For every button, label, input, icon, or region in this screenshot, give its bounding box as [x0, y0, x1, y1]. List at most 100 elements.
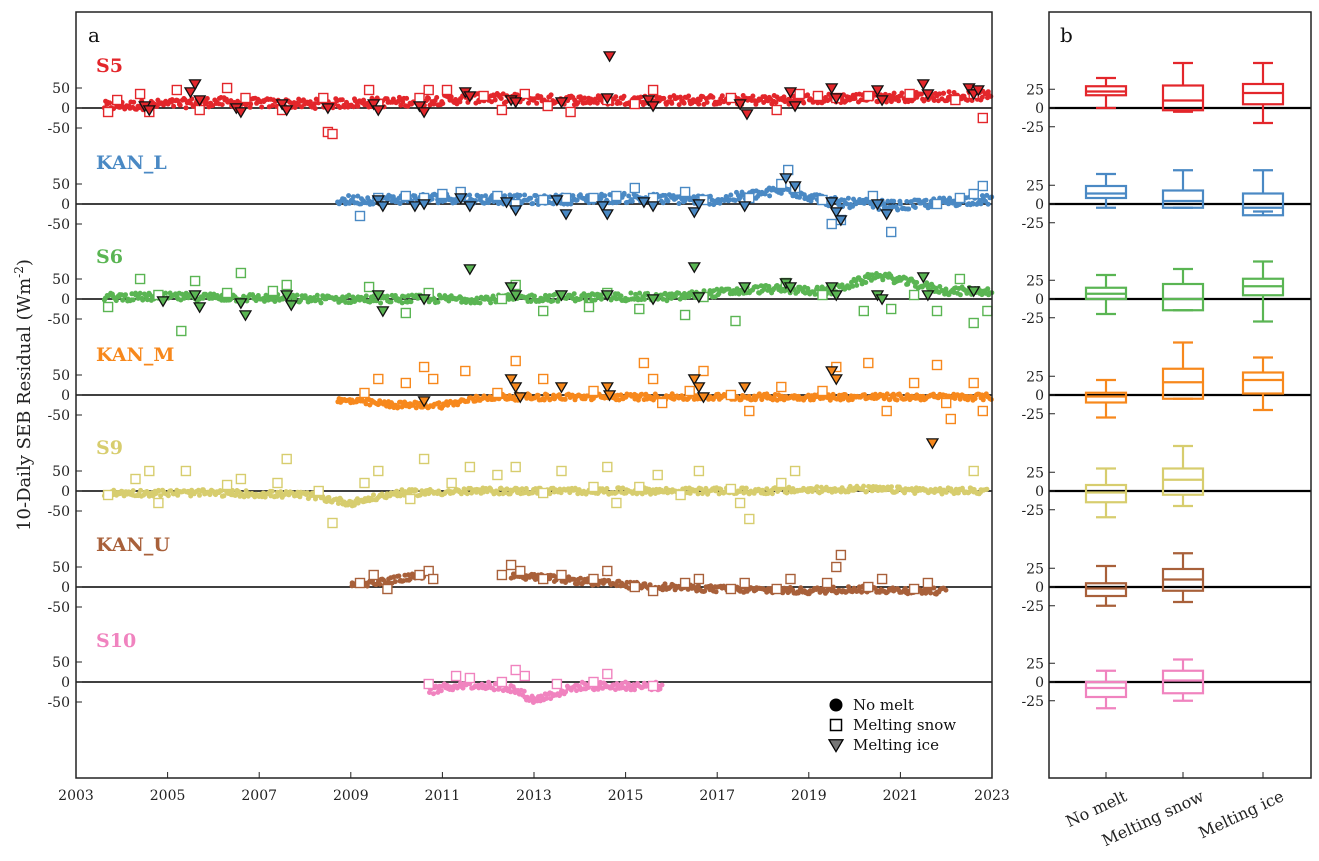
no-melt-point-s6: [477, 300, 483, 306]
no-melt-point-s9: [847, 483, 853, 489]
melting-ice-point-kan-l: [788, 181, 802, 193]
melting-snow-point-kan-m: [863, 357, 874, 369]
melting-snow-point-s10: [496, 676, 508, 688]
melting-snow-point-kan-m: [941, 397, 952, 409]
no-melt-point-s5: [434, 95, 440, 100]
no-melt-point-s10: [657, 686, 663, 692]
no-melt-point-s6: [140, 297, 146, 303]
melting-snow-point-kan-u: [835, 549, 847, 561]
melting-ice-point-s6: [687, 262, 701, 274]
box-iqr: [1084, 391, 1128, 404]
melting-snow-point-s10: [423, 678, 434, 690]
no-melt-point-kan-l: [660, 200, 666, 206]
no-melt-point-s5: [171, 103, 177, 109]
no-melt-point-s9: [335, 501, 341, 506]
box-y-tick-label-s6-0: 25: [1026, 273, 1044, 289]
no-melt-point-kan-l: [797, 194, 802, 200]
y-tick-label-s9-1: 0: [61, 484, 70, 500]
no-melt-point-kan-l: [662, 193, 668, 198]
melting-snow-point-kan-l: [538, 194, 549, 206]
melting-ice-point-s5: [193, 95, 207, 107]
no-melt-point-kan-l: [479, 194, 485, 199]
no-melt-point-kan-l: [502, 193, 508, 199]
no-melt-point-s5: [337, 105, 343, 110]
station-label-kan-u: KAN_U: [96, 534, 170, 556]
station-kan-m-series: [335, 355, 994, 450]
no-melt-point-s6: [850, 283, 856, 289]
station-s6-series: [101, 262, 995, 337]
box-iqr: [1084, 680, 1128, 699]
no-melt-point-s6: [446, 298, 452, 304]
melting-ice-point-kan-m: [513, 392, 527, 404]
melting-snow-point-s6: [583, 301, 595, 313]
melting-snow-point-s6: [982, 305, 993, 317]
melting-ice-point-kan-l: [408, 201, 422, 213]
no-melt-point-kan-l: [350, 194, 356, 200]
box-iqr: [1084, 184, 1128, 200]
box-iqr: [1161, 467, 1205, 496]
no-melt-point-s5: [219, 102, 225, 108]
no-melt-point-s5: [594, 100, 600, 106]
no-melt-point-s10: [659, 682, 665, 688]
y-tick-label-s10-1: 0: [61, 675, 70, 691]
y-tick-label-s5-0: 50: [52, 81, 70, 97]
melting-snow-point-s5: [478, 90, 489, 102]
no-melt-point-s9: [943, 489, 949, 495]
melting-snow-point-s9: [405, 493, 416, 505]
no-melt-point-s6: [435, 299, 441, 305]
no-melt-point-s5: [183, 105, 189, 111]
melting-ice-point-kan-l: [499, 197, 514, 209]
melting-ice-point-kan-l: [637, 197, 651, 209]
box-kan-l-melting-ice: [1241, 169, 1285, 217]
station-s9-series: [101, 453, 990, 529]
melting-ice-point-s5: [600, 93, 614, 105]
station-label-s6: S6: [96, 246, 123, 268]
melting-ice-point-s6: [921, 290, 935, 302]
melting-ice-point-kan-m: [417, 396, 431, 408]
melting-snow-point-kan-m: [359, 387, 370, 399]
melting-snow-point-s9: [734, 497, 746, 509]
x-tick-label-2013: 2013: [516, 788, 552, 804]
station-kan-l-series: [335, 164, 995, 238]
y-tick-label-kan-u-1: 0: [61, 580, 70, 596]
melting-snow-point-s6: [102, 301, 114, 313]
melting-ice-point-kan-m: [509, 382, 523, 394]
no-melt-point-s5: [918, 91, 924, 97]
melting-ice-point-kan-m: [829, 374, 843, 386]
y-tick-label-s10-0: 50: [52, 655, 70, 671]
box-y-tick-label-kan-m-0: 25: [1026, 369, 1044, 385]
melting-ice-point-s6: [234, 298, 248, 310]
no-melt-point-s6: [839, 282, 845, 288]
no-melt-point-s6: [123, 292, 128, 298]
no-melt-point-s5: [888, 99, 894, 105]
melting-snow-point-s6: [817, 289, 828, 301]
melting-ice-point-kan-l: [509, 205, 523, 217]
melting-snow-point-kan-m: [492, 387, 503, 399]
melting-snow-point-s9: [789, 465, 801, 477]
y-axis-label-close: ): [14, 259, 35, 266]
melting-snow-point-s9: [272, 477, 283, 489]
no-melt-point-s6: [628, 290, 634, 296]
melting-snow-point-kan-m: [657, 397, 668, 409]
melting-snow-point-s6: [235, 267, 247, 279]
station-label-s5: S5: [96, 55, 123, 77]
x-tick-label-2017: 2017: [699, 788, 735, 804]
melting-snow-point-kan-m: [510, 355, 521, 367]
melting-snow-point-s6: [968, 317, 979, 329]
no-melt-point-kan-u: [614, 583, 620, 589]
box-iqr: [1241, 82, 1285, 106]
no-melt-point-kan-m: [562, 396, 568, 402]
melting-ice-point-s5: [783, 87, 798, 99]
box-iqr: [1161, 189, 1205, 209]
melting-snow-point-s9: [153, 497, 164, 509]
y-axis-label-main: 10-Daily SEB Residual (Wm: [14, 278, 35, 531]
no-melt-point-s10: [508, 689, 514, 695]
melting-snow-point-s9: [102, 489, 114, 501]
x-tick-label-2011: 2011: [425, 788, 461, 804]
melting-snow-point-kan-l: [354, 210, 366, 222]
no-melt-point-s6: [262, 298, 267, 304]
no-melt-point-kan-u: [713, 589, 719, 595]
melting-ice-point-s5: [275, 99, 289, 111]
no-melt-point-kan-l: [885, 198, 891, 204]
no-melt-point-s9: [695, 491, 701, 497]
